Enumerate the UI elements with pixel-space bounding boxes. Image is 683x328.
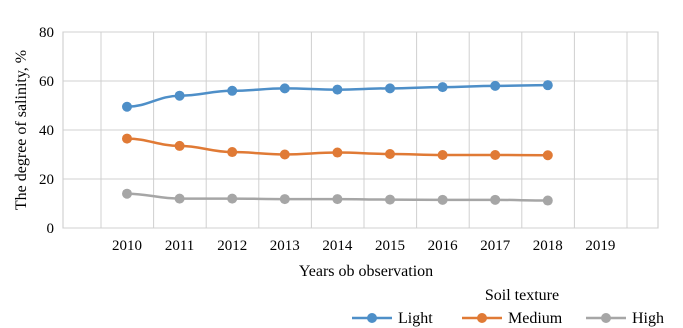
data-point: [385, 83, 395, 94]
x-axis-ticks: 2010 2011 2012 2013 2014 2015 2016 2017 2018 2019: [112, 238, 615, 254]
data-point: [332, 194, 343, 205]
x-tick-label: 2019: [585, 238, 615, 254]
legend-item-high: High: [586, 310, 664, 327]
series-high: [122, 188, 553, 206]
data-point: [332, 84, 343, 95]
y-tick-label: 80: [39, 25, 54, 41]
data-point: [542, 195, 553, 206]
legend-title: Soil texture: [485, 287, 559, 304]
series-layer: [122, 80, 553, 206]
data-point: [174, 90, 185, 101]
x-tick-label: 2017: [480, 238, 511, 254]
data-point: [542, 150, 553, 161]
data-point: [122, 133, 132, 144]
x-tick-label: 2010: [112, 238, 142, 254]
legend-label: Medium: [508, 310, 563, 327]
data-point: [227, 85, 238, 96]
x-tick-label: 2016: [428, 238, 459, 254]
legend: Light Medium High: [352, 310, 664, 327]
legend-swatch-marker: [367, 313, 377, 323]
y-axis-title: The degree of salinity, %: [13, 50, 30, 210]
data-point: [279, 83, 290, 94]
data-point: [490, 194, 501, 205]
y-axis-ticks: 0 20 40 60 80: [39, 25, 54, 237]
legend-item-light: Light: [352, 310, 433, 327]
y-tick-label: 40: [39, 123, 54, 139]
legend-swatch-marker: [601, 313, 611, 323]
data-point: [122, 188, 132, 199]
legend-label: High: [632, 310, 664, 327]
y-tick-label: 60: [39, 74, 54, 90]
x-tick-label: 2011: [165, 238, 194, 254]
data-point: [490, 149, 501, 160]
y-tick-label: 0: [47, 221, 55, 237]
data-point: [437, 149, 448, 160]
x-tick-label: 2015: [375, 238, 405, 254]
data-point: [227, 147, 238, 158]
legend-label: Light: [398, 310, 433, 327]
data-point: [332, 147, 343, 158]
data-point: [174, 140, 185, 151]
data-point: [279, 194, 290, 205]
x-tick-label: 2014: [322, 238, 353, 254]
data-point: [437, 82, 448, 93]
data-point: [490, 80, 501, 91]
x-tick-label: 2013: [270, 238, 300, 254]
data-point: [385, 194, 395, 205]
legend-swatch-marker: [477, 313, 487, 323]
data-point: [279, 149, 290, 160]
x-axis-title: Years ob observation: [299, 263, 433, 280]
legend-item-medium: Medium: [462, 310, 563, 327]
x-tick-label: 2012: [217, 238, 247, 254]
data-point: [542, 80, 553, 91]
y-tick-label: 20: [39, 172, 54, 188]
data-point: [385, 149, 395, 160]
data-point: [227, 193, 238, 204]
x-tick-label: 2018: [533, 238, 563, 254]
series-medium: [122, 133, 553, 161]
data-point: [122, 101, 132, 112]
series-light: [122, 80, 553, 112]
data-point: [174, 193, 185, 204]
data-point: [437, 194, 448, 205]
